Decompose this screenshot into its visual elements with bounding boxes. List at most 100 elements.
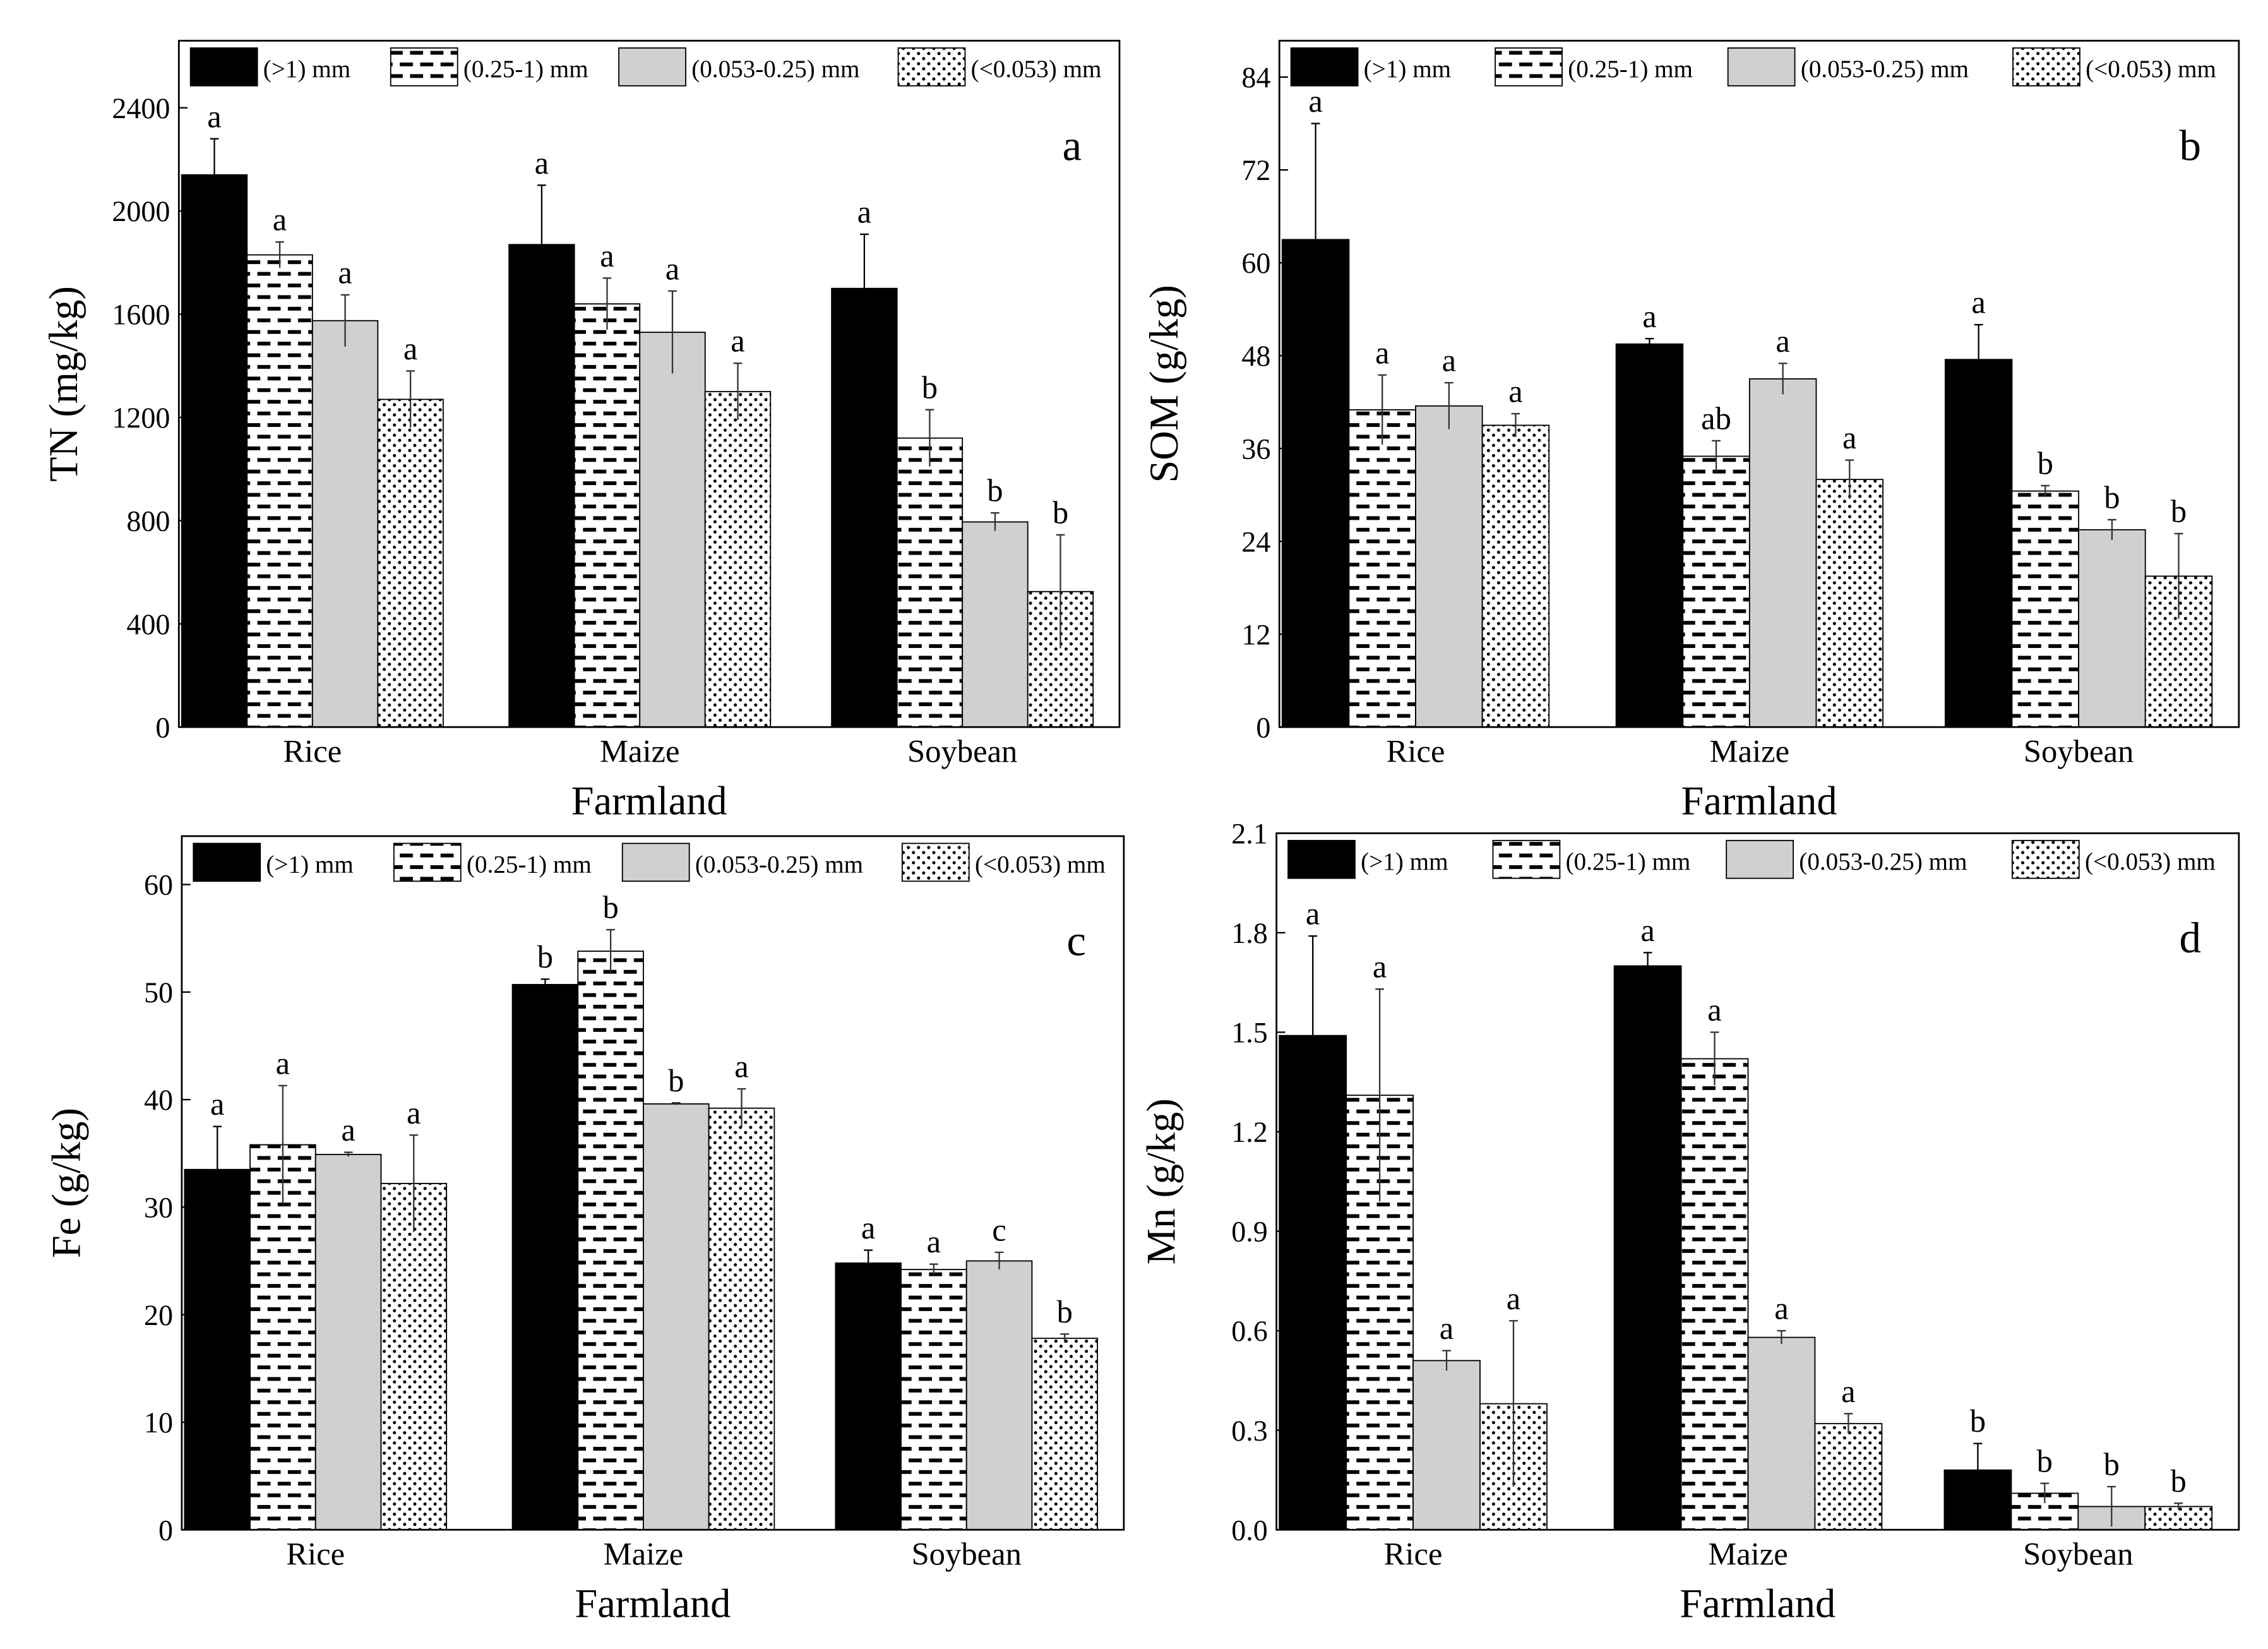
legend-label: (<0.053) mm (2086, 56, 2216, 83)
y-tick-label: 1.5 (1231, 1017, 1268, 1049)
significance-letter: a (207, 99, 221, 134)
bar (965, 1260, 1033, 1531)
legend-swatch (193, 842, 261, 882)
bar (708, 1107, 775, 1531)
y-tick-label: 0.3 (1231, 1415, 1268, 1447)
significance-letter: b (537, 939, 553, 974)
bar (1481, 424, 1550, 728)
y-axis-label: SOM (g/kg) (1142, 285, 1186, 483)
significance-letter: ab (1701, 400, 1731, 436)
bar (1615, 343, 1684, 728)
legend-swatch (393, 842, 462, 882)
significance-letter: a (276, 1046, 290, 1081)
x-axis-label: Farmland (571, 778, 727, 823)
significance-letter: a (927, 1224, 941, 1259)
legend-swatch (1727, 47, 1796, 87)
significance-letter: a (857, 194, 871, 229)
bar (577, 950, 644, 1531)
y-tick-label: 0 (155, 711, 170, 743)
y-tick-label: 400 (126, 608, 170, 640)
legend-label: (0.25-1) mm (1566, 848, 1691, 875)
bar (184, 1168, 251, 1531)
y-tick-label: 60 (144, 869, 173, 901)
bar (311, 320, 379, 728)
significance-letter: a (407, 1095, 421, 1130)
bar (377, 399, 444, 728)
legend-swatch (618, 47, 686, 87)
y-tick-label: 2.1 (1231, 817, 1268, 849)
significance-letter: a (734, 1049, 748, 1084)
legend: (>1) mm (0.25-1) mm (0.053-0.25) mm (<0.053… (193, 842, 1106, 882)
y-tick-label: 24 (1241, 525, 1270, 558)
bar (508, 244, 575, 728)
significance-letter: a (338, 255, 352, 290)
legend: (>1) mm (0.25-1) mm (0.053-0.25) mm (<0.053… (1287, 839, 2216, 879)
significance-letter: b (1057, 1294, 1073, 1329)
significance-letter: a (1841, 1374, 1855, 1409)
bar (314, 1154, 382, 1531)
bar (1682, 455, 1750, 728)
bar (639, 332, 706, 728)
bar (1814, 1423, 1883, 1531)
significance-letter: a (1507, 1281, 1520, 1316)
y-tick-label: 20 (144, 1299, 173, 1331)
bar (511, 983, 579, 1531)
significance-letter: a (1373, 949, 1387, 985)
significance-letter: b (922, 369, 938, 405)
bar (573, 303, 641, 728)
significance-letter: c (992, 1212, 1006, 1247)
significance-letter: b (602, 890, 618, 925)
bar (249, 1144, 316, 1531)
bar (1613, 965, 1682, 1531)
significance-letter: a (1640, 913, 1654, 948)
legend: (>1) mm (0.25-1) mm (0.053-0.25) mm (<0.053… (189, 47, 1102, 87)
significance-letter: a (665, 251, 679, 286)
legend-label: (<0.053) mm (971, 56, 1102, 83)
significance-letter: a (1440, 1310, 1453, 1346)
significance-letter: a (1971, 285, 1985, 320)
y-tick-label: 0.6 (1231, 1315, 1268, 1347)
legend-swatch (1290, 47, 1359, 87)
legend-swatch (1495, 47, 1563, 87)
chart-panel-c: a b a a b a a b c a a b 0 10 20 30 40 50 60 Rice Maize Soybea… (44, 835, 1125, 1626)
legend-label: (>1) mm (1364, 56, 1451, 83)
significance-letter: a (1774, 1291, 1788, 1326)
significance-letter: b (2171, 494, 2187, 529)
y-tick-label: 60 (1241, 247, 1270, 279)
legend-swatch (621, 842, 690, 882)
significance-letter: a (1776, 323, 1789, 359)
y-tick-label: 84 (1241, 61, 1270, 93)
legend-label: (0.25-1) mm (463, 56, 588, 83)
panel-label: a (1062, 121, 1082, 169)
bar (900, 1269, 967, 1531)
bar (1747, 1336, 1816, 1531)
significance-letter: a (1308, 83, 1322, 119)
significance-letter: b (2104, 1447, 2120, 1482)
panel-label: c (1066, 916, 1086, 965)
significance-letter: a (861, 1210, 875, 1245)
significance-letter: a (1375, 335, 1389, 370)
significance-letter: a (731, 323, 744, 359)
y-tick-label: 0.0 (1231, 1514, 1268, 1546)
y-tick-label: 0.9 (1231, 1216, 1268, 1248)
significance-letter: a (341, 1112, 355, 1148)
legend-label: (0.053-0.25) mm (1801, 56, 1969, 83)
plot-frame (1275, 832, 2240, 1531)
significance-letter: b (2037, 1443, 2053, 1478)
x-tick-label: Maize (1710, 733, 1790, 769)
x-tick-label: Maize (600, 733, 680, 769)
legend-swatch (1287, 839, 1356, 879)
y-tick-label: 2000 (112, 195, 170, 227)
legend-label: (>1) mm (1361, 848, 1448, 875)
legend-swatch (901, 842, 970, 882)
bar (1944, 359, 2013, 728)
y-tick-label: 48 (1241, 340, 1270, 372)
bar (962, 521, 1029, 728)
significance-letter: a (1842, 420, 1856, 455)
legend-label: (>1) mm (266, 851, 353, 878)
y-axis-label: Mn (g/kg) (1138, 1098, 1183, 1264)
significance-letter: a (210, 1086, 224, 1122)
y-tick-label: 10 (144, 1406, 173, 1439)
bar (704, 391, 772, 728)
